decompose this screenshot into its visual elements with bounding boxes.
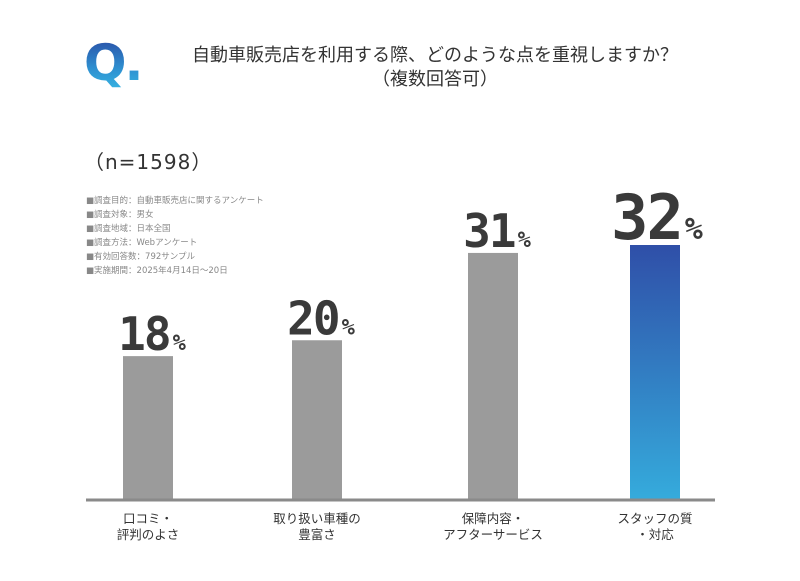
survey-notes: ■調査目的：自動車販売店に関するアンケート ■調査対象：男女 ■調査地域：日本全… [86,194,264,278]
question-mark-logo: Q. [84,34,143,92]
category-label-line: 保障内容・ [461,511,525,526]
sample-size: （n=1598） [84,150,213,174]
category-label-line: アフターサービス [443,527,543,542]
value-unit: % [685,212,703,247]
value-unit: % [342,315,356,340]
category-label-line: 豊富さ [298,527,336,542]
survey-note-purpose: ■調査目的：自動車販売店に関するアンケート [86,196,264,206]
value-label-2: 20% [287,291,355,345]
value-unit: % [518,228,532,253]
value-unit: % [173,331,187,356]
survey-note-region: ■調査地域：日本全国 [86,224,171,234]
bar-1 [123,356,173,499]
category-label-1: 口コミ・ 評判のよさ [68,511,228,543]
bar-2 [292,340,342,499]
value-label-4: 32% [611,181,703,254]
value-number: 31 [463,204,515,258]
survey-note-target: ■調査対象：男女 [86,210,154,220]
question-line-1: 自動車販売店を利用する際、どのような点を重視しますか？ [192,45,678,66]
category-label-line: 口コミ・ [122,511,173,526]
value-label-3: 31% [463,204,531,258]
survey-note-period: ■実施期間：2025年4月14日〜20日 [86,266,228,276]
category-label-4: スタッフの質 ・対応 [575,511,735,543]
category-label-line: 取り扱い車種の [273,511,361,526]
question-title: 自動車販売店を利用する際、どのような点を重視しますか？ （複数回答可） [140,44,730,92]
bar-4 [630,245,680,499]
bar-3 [468,252,518,499]
value-number: 18 [118,307,169,361]
survey-note-method: ■調査方法：Webアンケート [86,238,198,248]
category-label-line: 評判のよさ [116,527,180,542]
value-label-1: 18% [118,307,186,361]
category-label-line: ・対応 [636,527,674,542]
category-label-3: 保障内容・ アフターサービス [413,511,573,543]
value-number: 20 [287,291,338,345]
category-label-2: 取り扱い車種の 豊富さ [237,511,397,543]
category-label-line: スタッフの質 [617,511,693,526]
survey-note-count: ■有効回答数：792サンプル [86,252,196,262]
value-number: 32 [611,181,682,254]
question-line-2: （複数回答可） [372,69,498,90]
